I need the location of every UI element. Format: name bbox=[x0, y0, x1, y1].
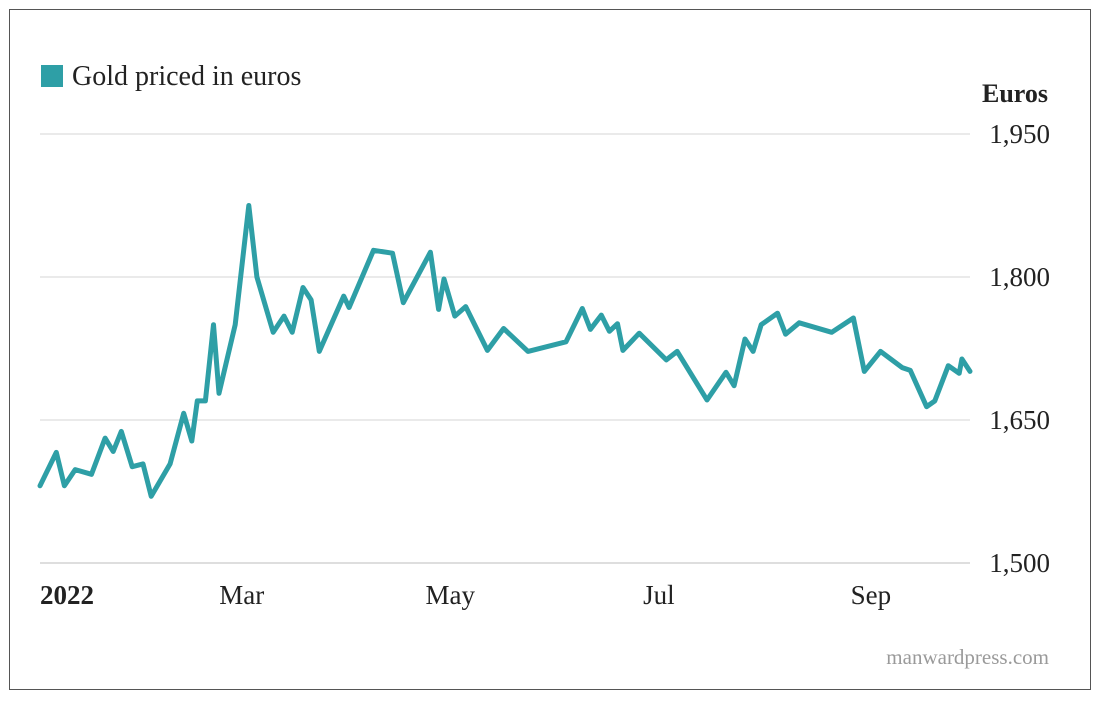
x-tick-label: Sep bbox=[851, 580, 892, 610]
x-tick-label: 2022 bbox=[40, 580, 94, 610]
x-tick-label: Mar bbox=[219, 580, 264, 610]
legend-label: Gold priced in euros bbox=[72, 61, 301, 92]
x-tick-label: Jul bbox=[643, 580, 675, 610]
y-tick-label: 1,950 bbox=[989, 119, 1050, 149]
gridlines bbox=[40, 133, 970, 564]
y-axis: 1,500 1,650 1,800 1,950 bbox=[989, 119, 1050, 578]
y-tick-label: 1,650 bbox=[989, 405, 1050, 435]
x-tick-label: May bbox=[426, 580, 476, 610]
y-tick-label: 1,500 bbox=[989, 548, 1050, 578]
legend-swatch bbox=[41, 65, 63, 87]
series-line-gold-euros bbox=[37, 203, 973, 499]
source-credit: manwardpress.com bbox=[886, 645, 1049, 669]
y-tick-label: 1,800 bbox=[989, 262, 1050, 292]
chart-frame bbox=[9, 9, 1091, 690]
x-axis: 2022 Mar May Jul Sep bbox=[40, 580, 891, 610]
y-axis-title: Euros bbox=[982, 79, 1048, 108]
